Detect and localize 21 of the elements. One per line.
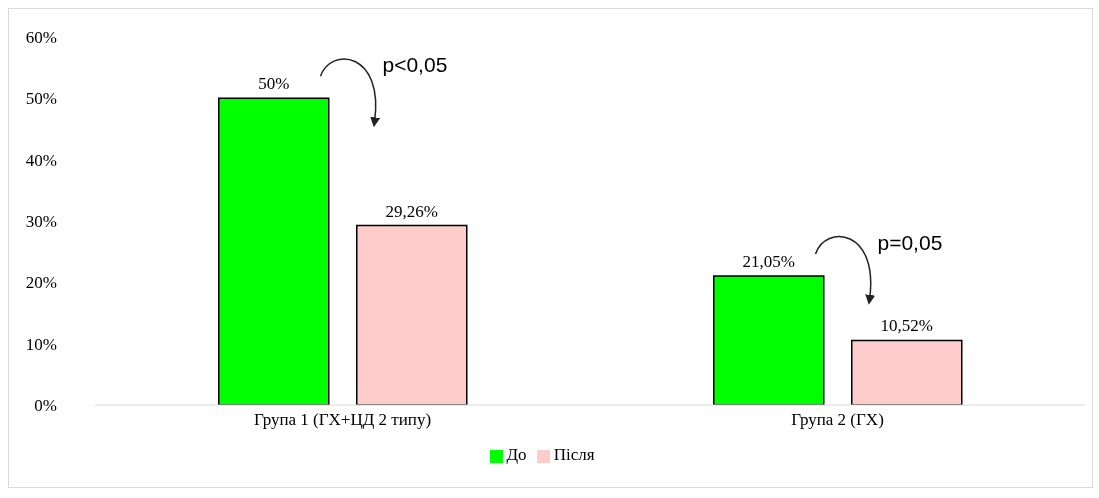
annotation: p=0,05 [877, 230, 943, 254]
y-tick-label: 0% [34, 396, 57, 416]
y-tick-label: 60% [25, 28, 57, 48]
y-tick-label: 50% [25, 89, 57, 109]
y-tick-label: 20% [25, 273, 57, 293]
x-tick-label: Група 1 (ГХ+ЦД 2 типу) [253, 410, 432, 430]
x-tick-label: Група 2 (ГХ) [791, 410, 884, 430]
legend-label: Після [553, 445, 595, 464]
data-label: 21,05% [742, 251, 795, 271]
data-label: 29,26% [385, 201, 438, 221]
bar [713, 275, 825, 405]
data-label: 10,52% [880, 316, 933, 336]
y-tick-label: 40% [25, 150, 57, 170]
legend-label: До [506, 445, 527, 464]
y-tick-label: 30% [25, 212, 57, 232]
bar [218, 97, 330, 405]
annotation: p<0,05 [382, 53, 448, 77]
bar [851, 339, 963, 405]
y-tick-label: 10% [25, 334, 57, 354]
data-label: 50% [258, 74, 290, 94]
bar [356, 224, 468, 405]
